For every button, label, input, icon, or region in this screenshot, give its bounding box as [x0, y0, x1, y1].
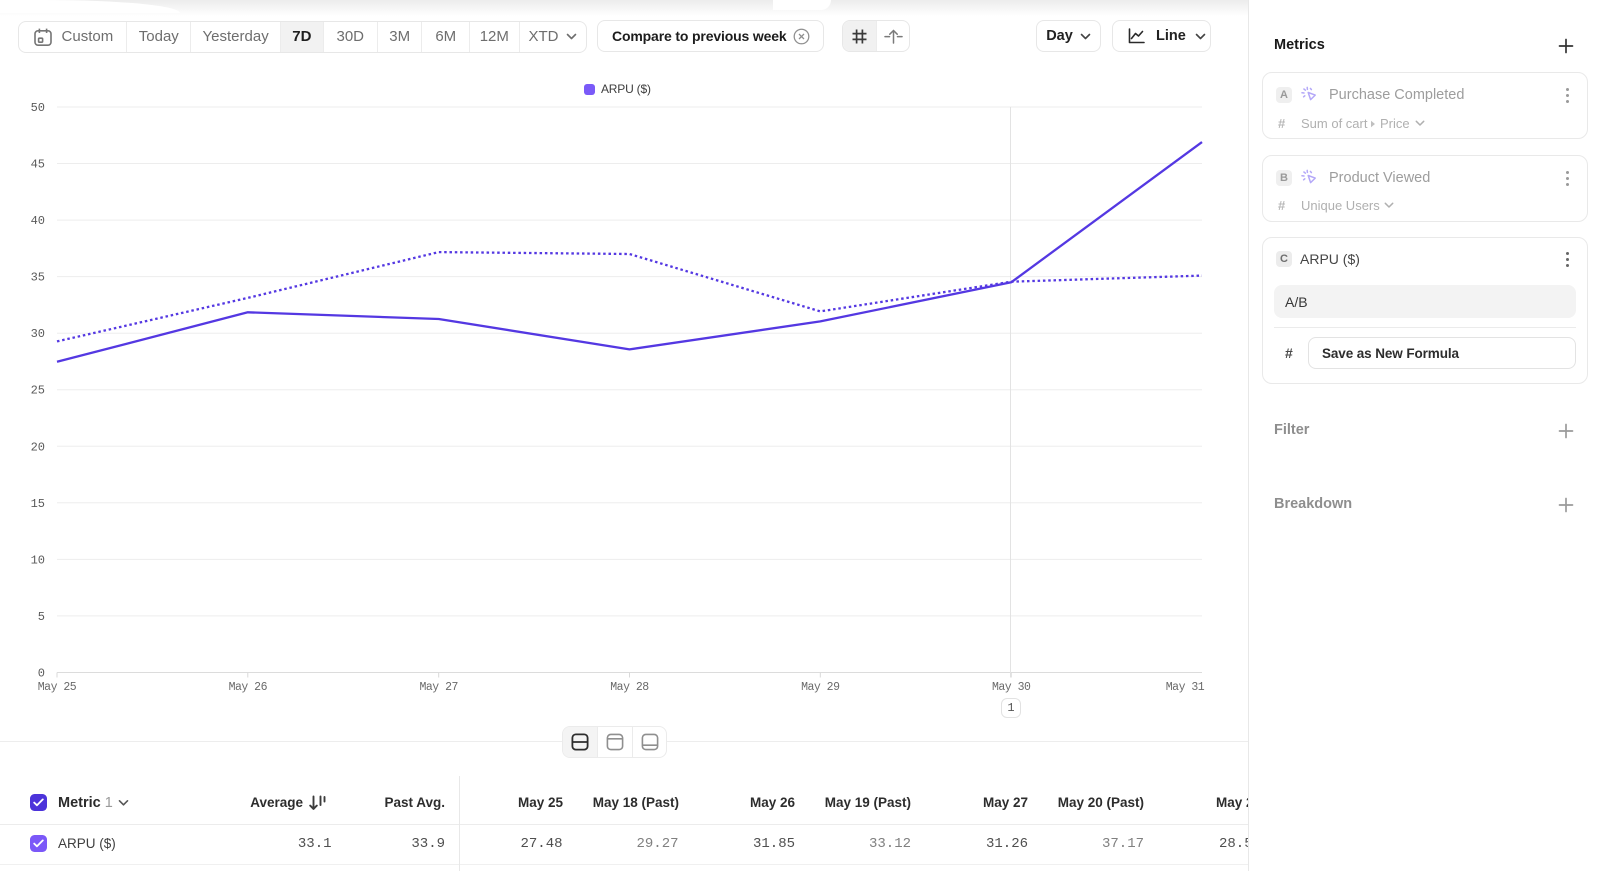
- svg-text:May 26: May 26: [229, 681, 268, 694]
- svg-text:45: 45: [31, 158, 45, 172]
- svg-text:May 27: May 27: [419, 681, 457, 694]
- svg-text:30: 30: [31, 327, 45, 341]
- svg-text:10: 10: [31, 553, 45, 567]
- svg-text:50: 50: [31, 101, 45, 115]
- svg-text:May 28: May 28: [610, 681, 649, 694]
- svg-text:0: 0: [38, 667, 45, 681]
- svg-text:May 29: May 29: [801, 681, 840, 694]
- svg-text:May 31: May 31: [1166, 681, 1205, 694]
- svg-text:25: 25: [31, 384, 45, 398]
- svg-text:May 25: May 25: [38, 681, 77, 694]
- svg-text:5: 5: [38, 610, 45, 624]
- svg-text:20: 20: [31, 440, 45, 454]
- svg-text:35: 35: [31, 271, 45, 285]
- svg-text:May 30: May 30: [992, 681, 1031, 694]
- svg-text:40: 40: [31, 214, 45, 228]
- svg-text:15: 15: [31, 497, 45, 511]
